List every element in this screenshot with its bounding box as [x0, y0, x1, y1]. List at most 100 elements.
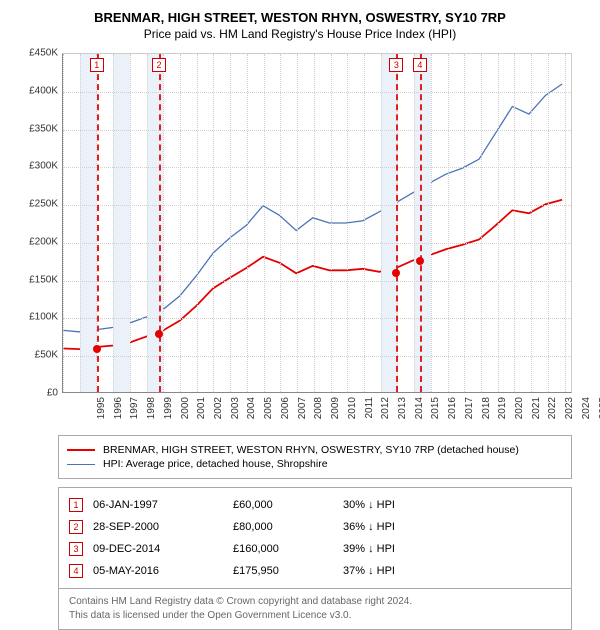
- gridline-v: [514, 54, 515, 392]
- gridline-v: [464, 54, 465, 392]
- footer-attribution: Contains HM Land Registry data © Crown c…: [58, 588, 572, 630]
- x-axis-label: 2017: [464, 397, 475, 427]
- y-axis-label: £350K: [14, 123, 58, 134]
- year-band: [381, 54, 398, 392]
- transaction-number-box: 2: [69, 520, 83, 534]
- legend-swatch: [67, 464, 95, 465]
- x-axis-label: 2010: [347, 397, 358, 427]
- transaction-date: 05-MAY-2016: [93, 565, 223, 577]
- transactions-table: 1 06-JAN-1997 £60,000 30% ↓ HPI 2 28-SEP-2000…: [58, 487, 572, 588]
- transaction-price: £80,000: [233, 521, 333, 533]
- transaction-price: £175,950: [233, 565, 333, 577]
- series-hpi: [64, 84, 563, 332]
- gridline-v: [431, 54, 432, 392]
- event-line: [97, 54, 99, 392]
- y-axis-label: £250K: [14, 199, 58, 210]
- gridline-v: [63, 54, 64, 392]
- transaction-date: 06-JAN-1997: [93, 499, 223, 511]
- x-axis-label: 2009: [330, 397, 341, 427]
- y-axis-label: £200K: [14, 236, 58, 247]
- x-axis-label: 1995: [96, 397, 107, 427]
- x-axis-label: 2024: [581, 397, 592, 427]
- legend-label: BRENMAR, HIGH STREET, WESTON RHYN, OSWES…: [103, 444, 519, 456]
- y-axis-label: £300K: [14, 161, 58, 172]
- transaction-delta: 37% ↓ HPI: [343, 565, 453, 577]
- footer-line-2: This data is licensed under the Open Gov…: [69, 609, 561, 623]
- year-band: [113, 54, 130, 392]
- gridline-h: [63, 92, 571, 93]
- gridline-v: [481, 54, 482, 392]
- x-axis-label: 2011: [364, 397, 375, 427]
- transaction-delta: 30% ↓ HPI: [343, 499, 453, 511]
- event-marker-box: 4: [413, 58, 427, 72]
- transaction-price: £60,000: [233, 499, 333, 511]
- transaction-number-box: 3: [69, 542, 83, 556]
- y-axis-label: £400K: [14, 85, 58, 96]
- event-marker-box: 2: [152, 58, 166, 72]
- gridline-v: [163, 54, 164, 392]
- x-axis-label: 2021: [531, 397, 542, 427]
- chart-area: 1234 £0£50K£100K£150K£200K£250K£300K£350…: [14, 47, 586, 427]
- gridline-v: [548, 54, 549, 392]
- gridline-v: [414, 54, 415, 392]
- gridline-h: [63, 243, 571, 244]
- gridline-v: [448, 54, 449, 392]
- gridline-h: [63, 318, 571, 319]
- transaction-row: 4 05-MAY-2016 £175,950 37% ↓ HPI: [69, 560, 561, 582]
- event-marker-box: 3: [389, 58, 403, 72]
- price-marker: [416, 257, 424, 265]
- gridline-v: [297, 54, 298, 392]
- x-axis-label: 2014: [414, 397, 425, 427]
- event-line: [159, 54, 161, 392]
- transaction-price: £160,000: [233, 543, 333, 555]
- event-line: [396, 54, 398, 392]
- x-axis-label: 2001: [196, 397, 207, 427]
- year-band: [414, 54, 431, 392]
- event-line: [420, 54, 422, 392]
- transaction-number-box: 1: [69, 498, 83, 512]
- x-axis-label: 1996: [113, 397, 124, 427]
- y-axis-label: £100K: [14, 312, 58, 323]
- x-axis-label: 2020: [514, 397, 525, 427]
- price-marker: [93, 345, 101, 353]
- legend-swatch: [67, 449, 95, 451]
- gridline-v: [364, 54, 365, 392]
- gridline-v: [565, 54, 566, 392]
- gridline-v: [113, 54, 114, 392]
- gridline-v: [314, 54, 315, 392]
- transaction-date: 28-SEP-2000: [93, 521, 223, 533]
- legend-item: BRENMAR, HIGH STREET, WESTON RHYN, OSWES…: [67, 444, 563, 456]
- gridline-h: [63, 205, 571, 206]
- x-axis-label: 2019: [497, 397, 508, 427]
- transaction-number-box: 4: [69, 564, 83, 578]
- y-axis-label: £450K: [14, 48, 58, 59]
- legend-label: HPI: Average price, detached house, Shro…: [103, 458, 328, 470]
- footer-line-1: Contains HM Land Registry data © Crown c…: [69, 595, 561, 609]
- x-axis-label: 2003: [230, 397, 241, 427]
- gridline-v: [347, 54, 348, 392]
- gridline-v: [80, 54, 81, 392]
- chart-title: BRENMAR, HIGH STREET, WESTON RHYN, OSWES…: [14, 10, 586, 25]
- y-axis-label: £0: [14, 388, 58, 399]
- x-axis-label: 2005: [263, 397, 274, 427]
- gridline-v: [213, 54, 214, 392]
- plot-region: 1 2 34: [62, 53, 572, 393]
- series-property: [64, 200, 563, 349]
- gridline-h: [63, 281, 571, 282]
- gridline-v: [331, 54, 332, 392]
- event-marker-box: 1: [90, 58, 104, 72]
- x-axis-label: 2016: [447, 397, 458, 427]
- x-axis-label: 2000: [180, 397, 191, 427]
- transaction-delta: 39% ↓ HPI: [343, 543, 453, 555]
- transaction-date: 09-DEC-2014: [93, 543, 223, 555]
- x-axis-label: 2015: [430, 397, 441, 427]
- transaction-row: 2 28-SEP-2000 £80,000 36% ↓ HPI: [69, 516, 561, 538]
- transaction-delta: 36% ↓ HPI: [343, 521, 453, 533]
- price-marker: [155, 330, 163, 338]
- gridline-v: [280, 54, 281, 392]
- gridline-h: [63, 130, 571, 131]
- year-band: [80, 54, 97, 392]
- legend: BRENMAR, HIGH STREET, WESTON RHYN, OSWES…: [58, 435, 572, 479]
- x-axis-label: 2006: [280, 397, 291, 427]
- gridline-v: [264, 54, 265, 392]
